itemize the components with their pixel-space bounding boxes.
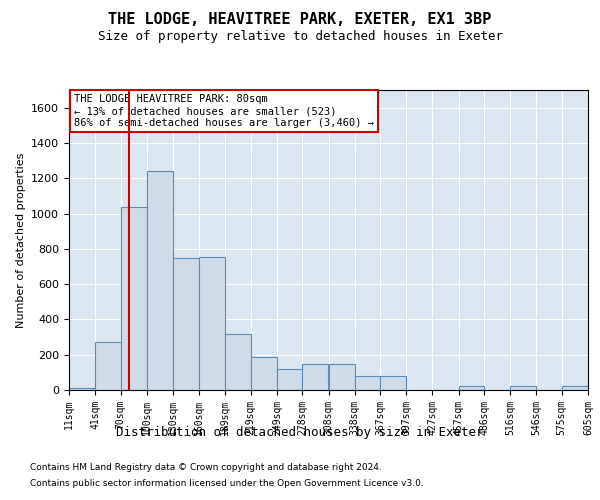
Bar bbox=[199, 257, 224, 390]
Bar bbox=[224, 334, 251, 390]
Bar bbox=[69, 388, 95, 390]
Bar bbox=[277, 369, 302, 390]
Bar bbox=[302, 364, 329, 390]
Bar bbox=[355, 376, 380, 390]
Bar bbox=[173, 258, 199, 390]
Text: Contains HM Land Registry data © Crown copyright and database right 2024.: Contains HM Land Registry data © Crown c… bbox=[30, 464, 382, 472]
Bar bbox=[510, 386, 536, 390]
Text: Contains public sector information licensed under the Open Government Licence v3: Contains public sector information licen… bbox=[30, 478, 424, 488]
Bar bbox=[380, 376, 406, 390]
Text: THE LODGE, HEAVITREE PARK, EXETER, EX1 3BP: THE LODGE, HEAVITREE PARK, EXETER, EX1 3… bbox=[109, 12, 491, 28]
Bar bbox=[458, 386, 484, 390]
Bar bbox=[562, 386, 588, 390]
Bar bbox=[329, 364, 355, 390]
Bar bbox=[147, 171, 173, 390]
Bar bbox=[95, 342, 121, 390]
Text: Distribution of detached houses by size in Exeter: Distribution of detached houses by size … bbox=[116, 426, 484, 439]
Bar bbox=[251, 358, 277, 390]
Y-axis label: Number of detached properties: Number of detached properties bbox=[16, 152, 26, 328]
Bar bbox=[121, 208, 147, 390]
Text: THE LODGE HEAVITREE PARK: 80sqm
← 13% of detached houses are smaller (523)
86% o: THE LODGE HEAVITREE PARK: 80sqm ← 13% of… bbox=[74, 94, 374, 128]
Text: Size of property relative to detached houses in Exeter: Size of property relative to detached ho… bbox=[97, 30, 503, 43]
